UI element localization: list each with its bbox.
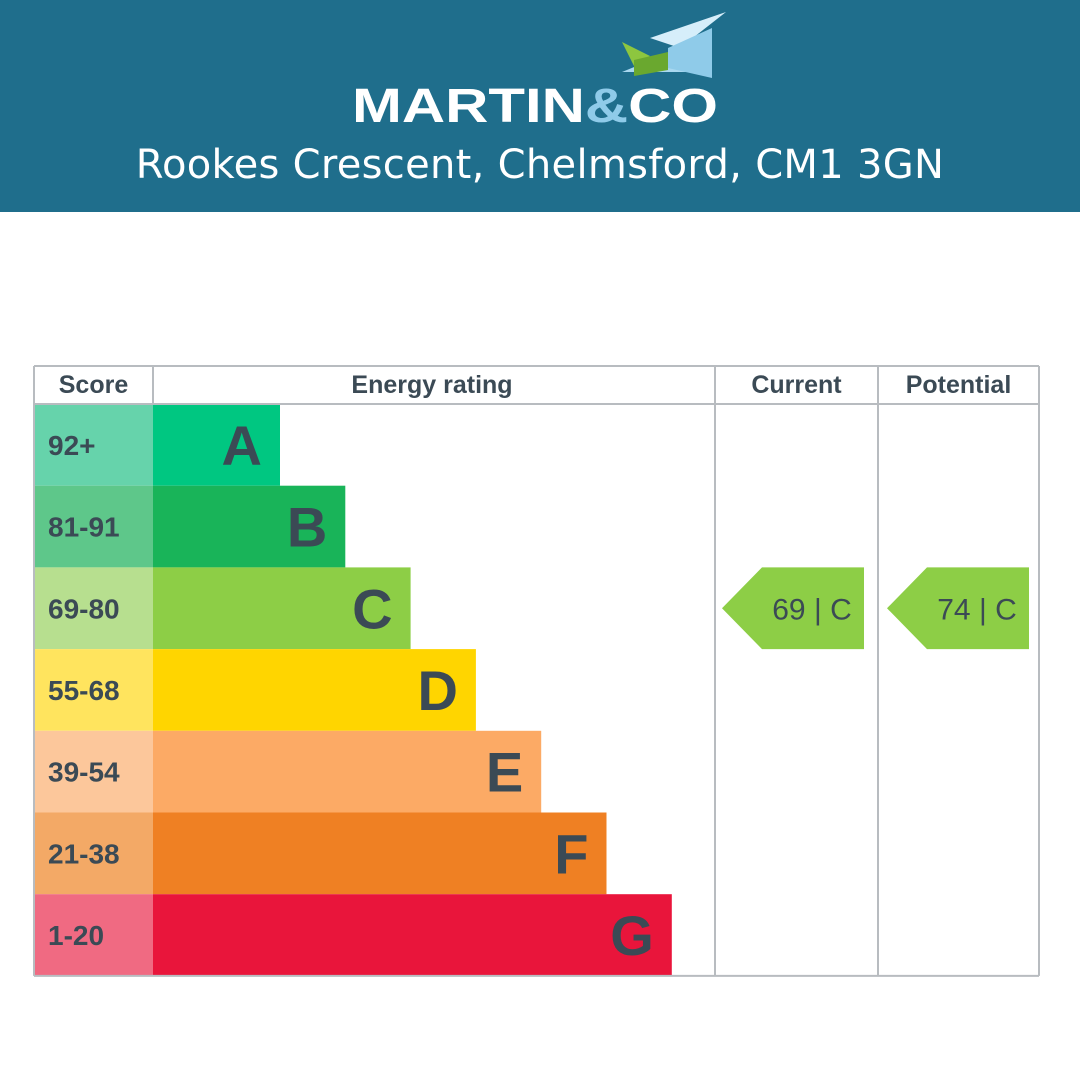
potential-rating-label: 74 | C xyxy=(937,593,1017,626)
rating-letter-b: B xyxy=(287,496,327,559)
rating-bar-e xyxy=(153,730,542,813)
column-header-potential: Potential xyxy=(906,371,1012,399)
brand-ampersand: & xyxy=(585,80,628,128)
rating-bar-a xyxy=(153,404,280,486)
rating-bar-f xyxy=(153,812,607,895)
column-header-current: Current xyxy=(751,371,842,399)
rating-letter-e: E xyxy=(486,741,523,804)
rating-letter-c: C xyxy=(352,577,392,640)
score-label-b: 81-91 xyxy=(48,512,120,543)
rating-bar-b xyxy=(153,485,346,568)
score-label-f: 21-38 xyxy=(48,838,120,869)
score-cell-d xyxy=(34,649,153,731)
score-label-d: 55-68 xyxy=(48,675,120,706)
rating-bands: 92+ A 81-91 B 69-80 C 55-68 D 39-54 E 21-38 F 1-20 G xyxy=(34,404,672,976)
rating-bar-d xyxy=(153,649,476,731)
house-roof-icon xyxy=(622,12,726,78)
current-rating-label: 69 | C xyxy=(772,593,852,626)
score-cell-e xyxy=(34,730,153,813)
score-cell-b xyxy=(34,485,153,568)
rating-letter-g: G xyxy=(610,904,654,967)
table-grid xyxy=(33,365,1040,977)
current-arrow xyxy=(722,567,864,650)
column-headers: Score Energy rating Current Potential xyxy=(59,371,1012,399)
header-banner: MARTIN & CO Rookes Crescent, Chelmsford, C… xyxy=(0,0,1080,212)
score-cell-c xyxy=(34,567,153,650)
property-address: Rookes Crescent, Chelmsford, CM1 3GN xyxy=(135,142,945,188)
rating-letter-d: D xyxy=(417,659,457,722)
score-label-e: 39-54 xyxy=(48,757,120,788)
column-header-energy-rating: Energy rating xyxy=(351,371,512,399)
potential-arrow xyxy=(887,567,1029,650)
svg-text:MARTIN&CO: MARTIN & CO xyxy=(352,80,718,128)
score-label-a: 92+ xyxy=(48,430,96,461)
brand-logo: MARTIN & CO xyxy=(352,80,718,128)
score-cell-g xyxy=(34,894,153,976)
score-label-g: 1-20 xyxy=(48,920,104,951)
rating-letter-f: F xyxy=(554,822,588,885)
brand-name-part1: MARTIN xyxy=(352,80,585,128)
rating-bar-c xyxy=(153,567,411,650)
rating-letter-a: A xyxy=(222,414,262,477)
column-header-score: Score xyxy=(59,371,129,399)
rating-indicators: 69 | C 74 | C xyxy=(722,567,1029,650)
score-cell-a xyxy=(34,404,153,486)
brand-name-part2: CO xyxy=(628,80,718,128)
score-label-c: 69-80 xyxy=(48,593,120,624)
score-cell-f xyxy=(34,812,153,895)
rating-bar-g xyxy=(153,894,672,976)
